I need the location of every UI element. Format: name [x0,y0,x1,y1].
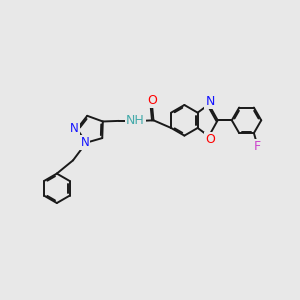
Text: NH: NH [126,114,145,128]
Text: O: O [147,94,157,107]
Text: N: N [205,95,215,108]
Text: N: N [70,122,79,135]
Text: N: N [80,136,89,149]
Text: F: F [253,140,260,153]
Text: O: O [205,133,215,146]
